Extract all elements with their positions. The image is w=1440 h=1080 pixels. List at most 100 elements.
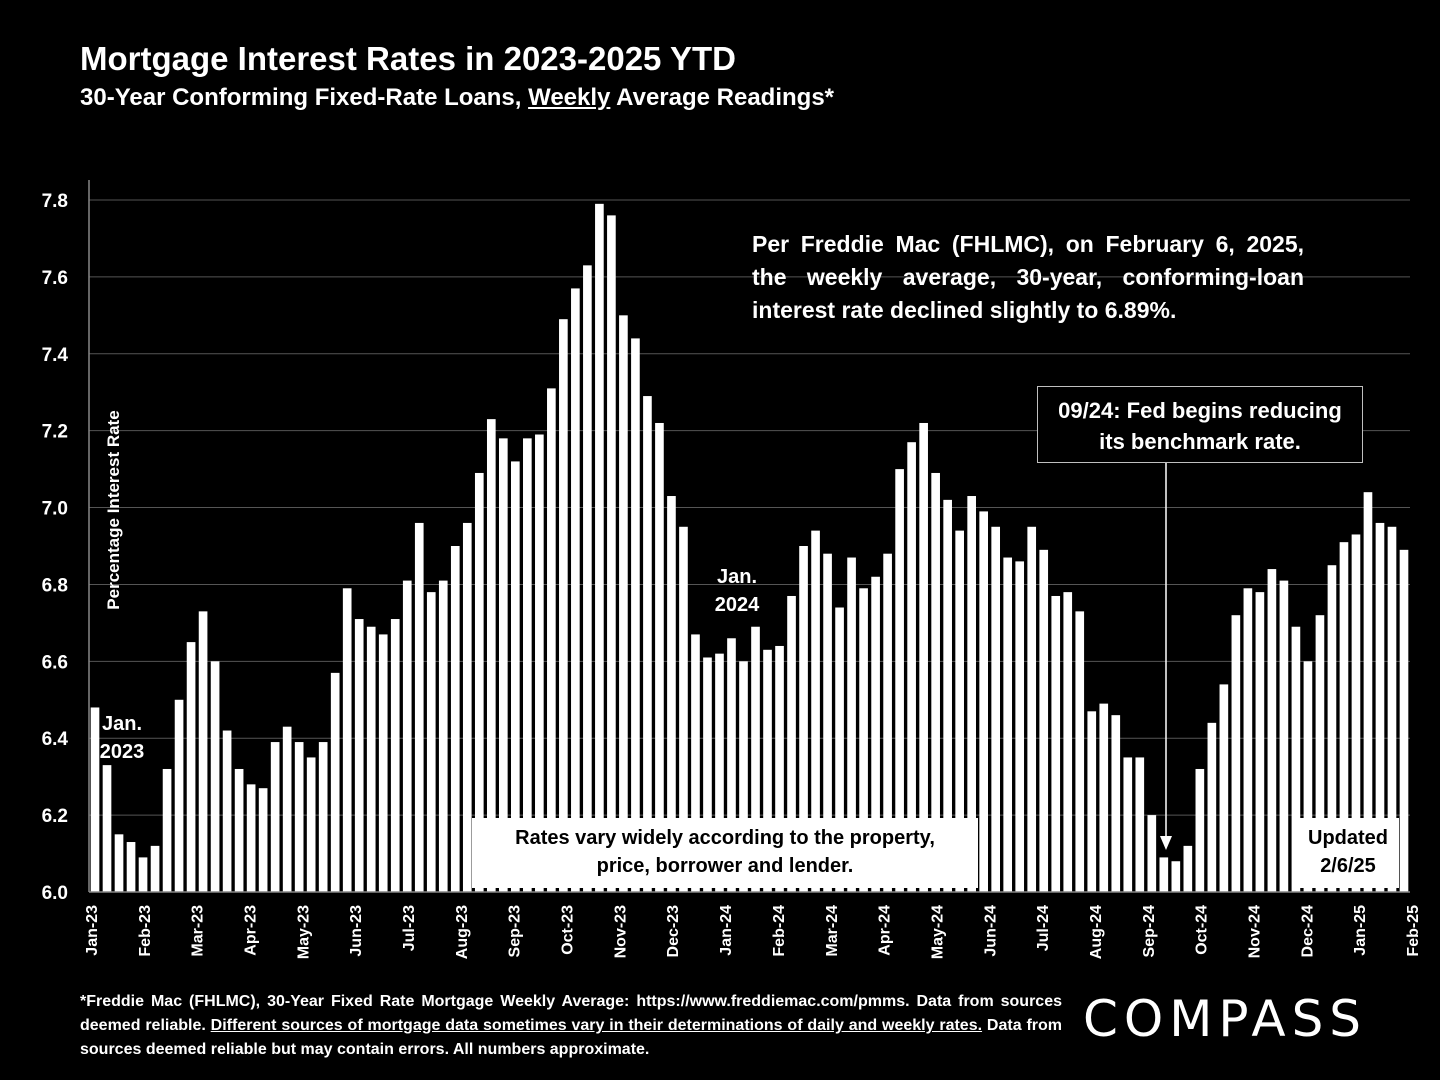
x-tick-label: Jun-23 [348,905,365,957]
rates-note-line1: Rates vary widely according to the prope… [515,827,935,849]
bar [210,661,220,892]
footer-underlined-text: Different sources of mortgage data somet… [210,1017,983,1034]
bar [1387,526,1397,892]
bar [751,626,760,892]
fed-note-line1: 09/24: Fed begins reducing [1058,398,1342,423]
bar [318,742,328,892]
jan-2023-label: Jan. 2023 [97,710,147,766]
bar [511,461,520,892]
y-tick-label: 6.0 [42,883,68,904]
bar [1339,542,1349,892]
bar [162,768,172,892]
y-tick-label: 7.0 [42,499,68,520]
bar [607,215,616,892]
x-tick-label: Mar-23 [190,905,207,957]
bar [426,592,436,892]
jan-2024-line2: 2024 [714,594,760,616]
bar [438,580,448,892]
x-tick-label: Jan-24 [718,905,735,956]
bar [1003,557,1013,892]
bar [1087,711,1097,892]
x-tick-label: May-23 [295,905,312,959]
bar [282,726,292,892]
x-tick-label: Sep-23 [507,905,524,958]
bar [138,857,148,892]
bar [102,765,112,892]
bar [1123,757,1133,892]
bar [811,530,820,892]
bar [294,742,304,892]
bar [1327,565,1337,892]
bar [823,553,832,892]
bar [835,607,844,892]
bar [679,526,688,892]
fed-arrow-head [1160,836,1172,850]
main-annotation: Per Freddie Mac (FHLMC), on February 6, … [752,231,1304,323]
bar [234,768,244,892]
x-tick-label: Mar-24 [824,905,841,957]
x-tick-label: Dec-24 [1299,905,1316,958]
bar [414,522,424,892]
bar [270,742,280,892]
bar-chart: 6.0 6.2 6.4 6.6 6.8 7.0 7.2 7.4 7.6 7.8 Jan-23 Feb… [42,180,1422,959]
bar [342,588,352,892]
x-tick-label: Jun-24 [982,905,999,957]
x-tick-label: Dec-23 [665,905,682,958]
footer-text-end: Data from sources deemed reliable but ma… [80,1017,1063,1058]
bar [859,588,868,892]
bar [402,580,412,892]
bar [1075,611,1085,892]
y-axis-label: Percentage Interest Rate [104,410,123,610]
bar [450,546,460,892]
bar [1315,615,1325,892]
footer-note: *Freddie Mac (FHLMC), 30-Year Fixed Rate… [80,990,1062,1062]
jan-2023-line2: 2023 [99,741,145,763]
bar [258,788,268,892]
bar [919,422,928,892]
bar [763,649,772,892]
x-tick-label: Aug-24 [1088,905,1105,959]
y-tick-label: 7.4 [42,345,69,366]
bar [474,472,484,892]
bar [1399,549,1409,892]
x-tick-label: Sep-24 [1141,905,1158,958]
bar [390,619,400,892]
bar [378,634,388,892]
bar [246,784,256,892]
bar [535,434,544,892]
bar [739,661,748,892]
bar [1207,722,1217,892]
bar [619,315,628,893]
y-tick-labels: 6.0 6.2 6.4 6.6 6.8 7.0 7.2 7.4 7.6 7.8 [42,191,69,904]
bar [114,834,124,892]
x-tick-label: Apr-24 [877,905,894,956]
x-tick-label: Apr-23 [243,905,260,956]
bars [90,203,1409,893]
bar [1363,492,1373,892]
bar [775,645,784,892]
y-tick-label: 6.8 [42,575,68,596]
x-tick-label: Jul-24 [1035,905,1052,951]
rates-note-line2: price, borrower and lender. [596,855,854,877]
bar [943,499,952,892]
bar [967,496,976,892]
bar [150,845,160,892]
bar [1303,661,1313,892]
y-tick-label: 7.2 [42,422,68,443]
bar [222,730,232,892]
bar [186,642,196,892]
bar [1291,626,1301,892]
x-tick-label: Jan-25 [1352,905,1369,956]
bar [655,422,664,892]
bar [955,530,964,892]
x-tick-labels: Jan-23 Feb-23 Mar-23 Apr-23 May-23 Jun-23 Jul-… [84,905,1422,959]
jan-2024-label: Jan. 2024 [710,563,764,619]
bar [354,619,364,892]
fed-annotation-box: 09/24: Fed begins reducing its benchmark… [1037,386,1363,463]
bar [174,699,184,892]
axes [88,180,1410,893]
bar [703,657,712,892]
bar [847,557,856,892]
rates-vary-box: Rates vary widely according to the prope… [472,818,978,888]
bar [895,469,904,892]
